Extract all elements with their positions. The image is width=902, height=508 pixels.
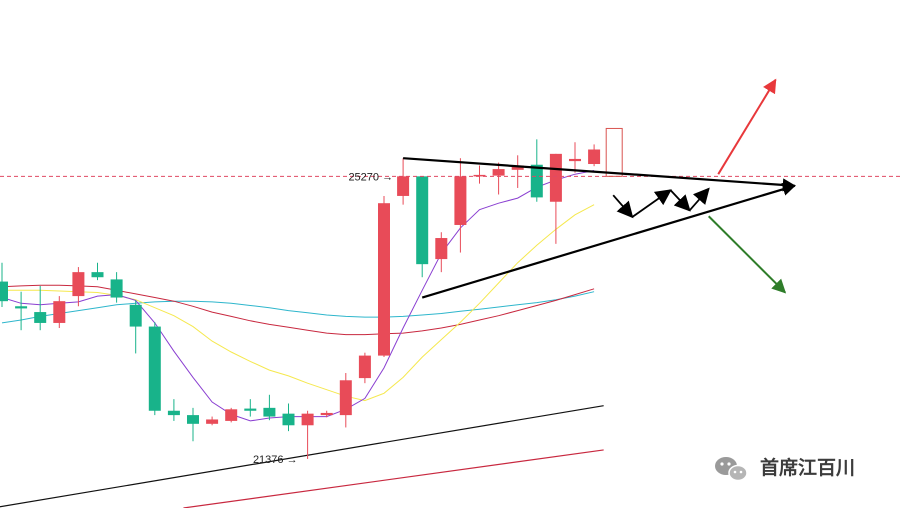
candle-body [454, 176, 467, 225]
price-annotation-label: 25270 → [348, 171, 393, 183]
zigzag-path-arrow [669, 189, 691, 212]
candle-body [110, 279, 123, 298]
candle-body [15, 306, 28, 309]
candle-body [473, 174, 486, 177]
candle-body [378, 203, 390, 356]
candle-body [282, 413, 295, 426]
breakout-up-arrow [717, 78, 777, 175]
watermark: 首席江百川 [715, 456, 855, 482]
candle-body [244, 408, 257, 411]
ma60-line [0, 405, 604, 508]
projection-box [605, 127, 623, 177]
candle-body [588, 149, 601, 165]
annotations: 25270 → 21376 → [0, 127, 902, 466]
ma10-line [2, 204, 595, 402]
candle-body [416, 176, 429, 265]
candle-body [225, 409, 238, 421]
candle-body [397, 176, 410, 196]
candles [0, 139, 601, 459]
zigzag-path-arrow [688, 187, 710, 212]
candle-body [72, 272, 85, 297]
triangle-lower-trendline [421, 182, 796, 299]
candle-body [549, 153, 562, 202]
triangle-upper-trendline [403, 157, 796, 192]
breakout-down-arrow [707, 215, 787, 294]
candle-body [320, 412, 333, 416]
candle-body [339, 380, 352, 416]
candle-body [492, 169, 505, 176]
candle-body [206, 419, 219, 424]
price-annotation-label: 21376 → [253, 454, 298, 466]
wechat-icon [715, 457, 748, 482]
candle-body [511, 165, 524, 170]
ma20-line [1, 284, 595, 336]
candle-body [148, 326, 161, 411]
candle-body [91, 272, 104, 278]
candle-body [358, 355, 371, 379]
candle-body [435, 238, 448, 260]
drawn-trendlines [403, 78, 796, 299]
candle-body [263, 407, 276, 417]
watermark-text: 首席江百川 [760, 456, 855, 479]
candle-body [187, 415, 199, 424]
candle-body [53, 301, 66, 323]
ma5-line [1, 170, 595, 422]
candle-body [34, 312, 47, 323]
candle-body [129, 304, 142, 327]
candle-body [569, 158, 581, 162]
zigzag-path-arrow [612, 194, 634, 219]
ma120-line [183, 449, 604, 508]
ma30-line [1, 291, 595, 324]
candle-body [167, 410, 180, 416]
candle-body [0, 281, 8, 302]
candle-body [301, 413, 314, 426]
candle-body [530, 164, 543, 198]
moving-average-lines [0, 170, 604, 508]
zigzag-path-arrow [631, 189, 672, 218]
